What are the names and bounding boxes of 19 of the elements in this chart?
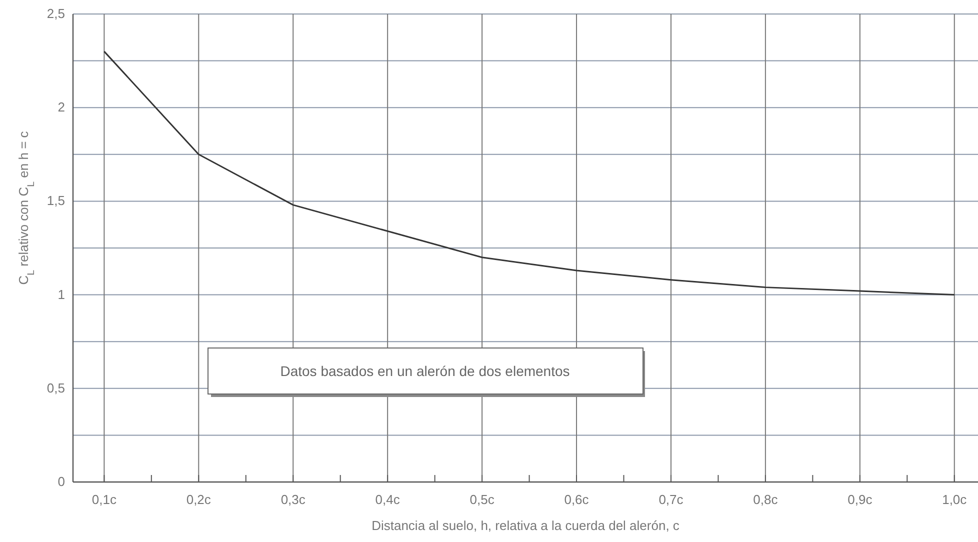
y-tick-label: 0 [58,474,65,489]
x-tick-label: 0,3c [280,492,306,507]
x-tick-label: 0,7c [658,492,684,507]
y-tick-label: 1 [58,286,65,302]
x-tick-label: 0,8c [753,492,778,507]
x-tick-label: 0,6c [564,492,590,507]
x-tick-label: 0,2c [186,492,212,507]
x-tick-label: 0,4c [375,492,400,507]
y-tick-label: 2,5 [46,6,65,21]
line-series [103,50,956,296]
y-tick-label: 0,5 [46,380,65,396]
y-tick-label: 1,5 [46,193,65,208]
y-tick-label: 2 [58,100,65,115]
x-tick-label: 1,0c [942,492,968,507]
x-tick-label: 0,5c [470,492,495,507]
x-tick-label: 0,1c [92,492,117,507]
x-tick-label: 0,9c [848,492,873,507]
annotation: Datos basados en un alerón de dos elementos [280,363,570,379]
x-axis-title: Distancia al suelo, h, relativa a la cuerda del alerón, c [372,518,680,533]
